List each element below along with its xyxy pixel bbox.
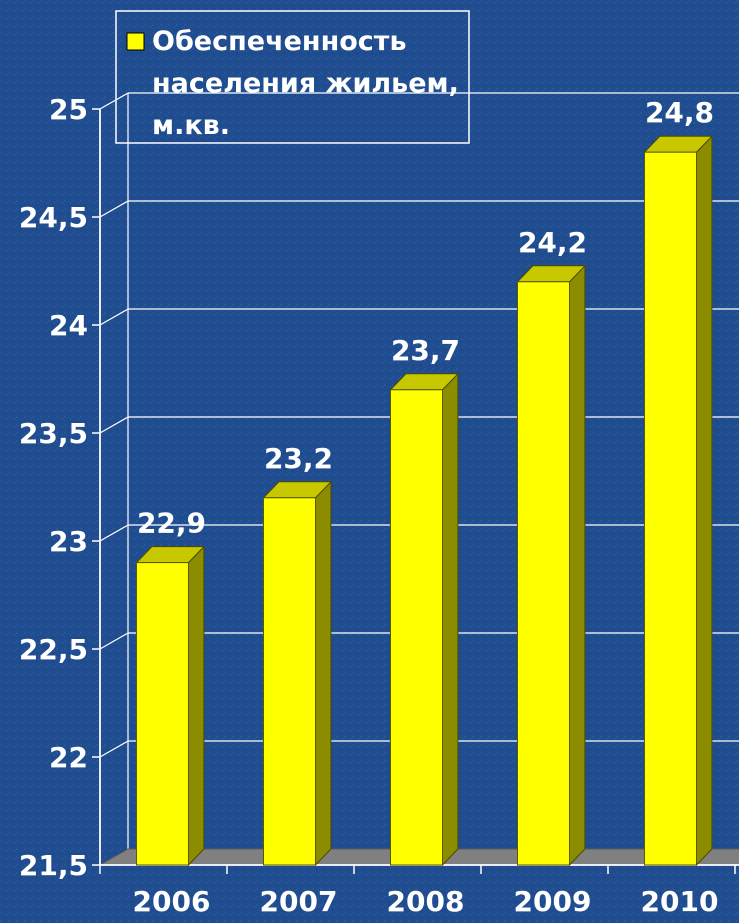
axes: 21,5 22 22,5 23 23,5 24 24,5 25 2006 2007 2008 2009…	[19, 93, 739, 918]
legend-line: населения жильем,	[152, 68, 459, 99]
bar-side	[188, 545, 205, 867]
x-tick-label: 2006	[133, 885, 211, 918]
x-tick-label: 2008	[387, 885, 465, 918]
bar-side	[696, 134, 713, 867]
x-tick-label: 2010	[641, 885, 719, 918]
y-tick-label: 25	[49, 93, 88, 126]
y-tick-label: 23,5	[19, 417, 88, 450]
data-labels: 22,9 23,2 23,7 24,2 24,8	[137, 96, 714, 539]
bars	[135, 134, 714, 867]
bar	[390, 389, 443, 866]
gridline-edge	[99, 92, 129, 110]
gridline-edge	[99, 632, 129, 650]
legend-line: м.кв.	[152, 110, 230, 141]
gridline-edge	[99, 524, 129, 542]
legend-swatch	[126, 32, 145, 51]
bar-side	[442, 372, 459, 867]
data-label: 23,7	[391, 334, 460, 367]
y-tick-label: 24	[49, 309, 88, 342]
bar	[644, 151, 697, 866]
legend: Обеспеченность населения жильем, м.кв.	[115, 10, 470, 144]
bar-side	[569, 264, 586, 867]
gridline-edge	[99, 308, 129, 326]
y-tick-label: 24,5	[19, 201, 88, 234]
y-tick-label: 23	[49, 525, 88, 558]
y-tick-label: 22,5	[19, 633, 88, 666]
gridline-edge	[99, 416, 129, 434]
y-tick-label: 22	[49, 741, 88, 774]
data-label: 24,2	[518, 226, 587, 259]
gridline-edge	[99, 200, 129, 218]
gridline-edge	[99, 740, 129, 758]
x-tick-label: 2009	[514, 885, 592, 918]
data-label: 23,2	[264, 442, 333, 475]
data-label: 24,8	[645, 96, 714, 129]
bar	[517, 281, 570, 866]
legend-box	[115, 10, 470, 144]
bar	[263, 497, 316, 866]
bar	[136, 562, 189, 866]
legend-line: Обеспеченность	[152, 26, 407, 57]
x-tick-label: 2007	[260, 885, 338, 918]
y-tick-label: 21,5	[19, 849, 88, 882]
data-label: 22,9	[137, 507, 206, 540]
bar-side	[315, 480, 332, 867]
